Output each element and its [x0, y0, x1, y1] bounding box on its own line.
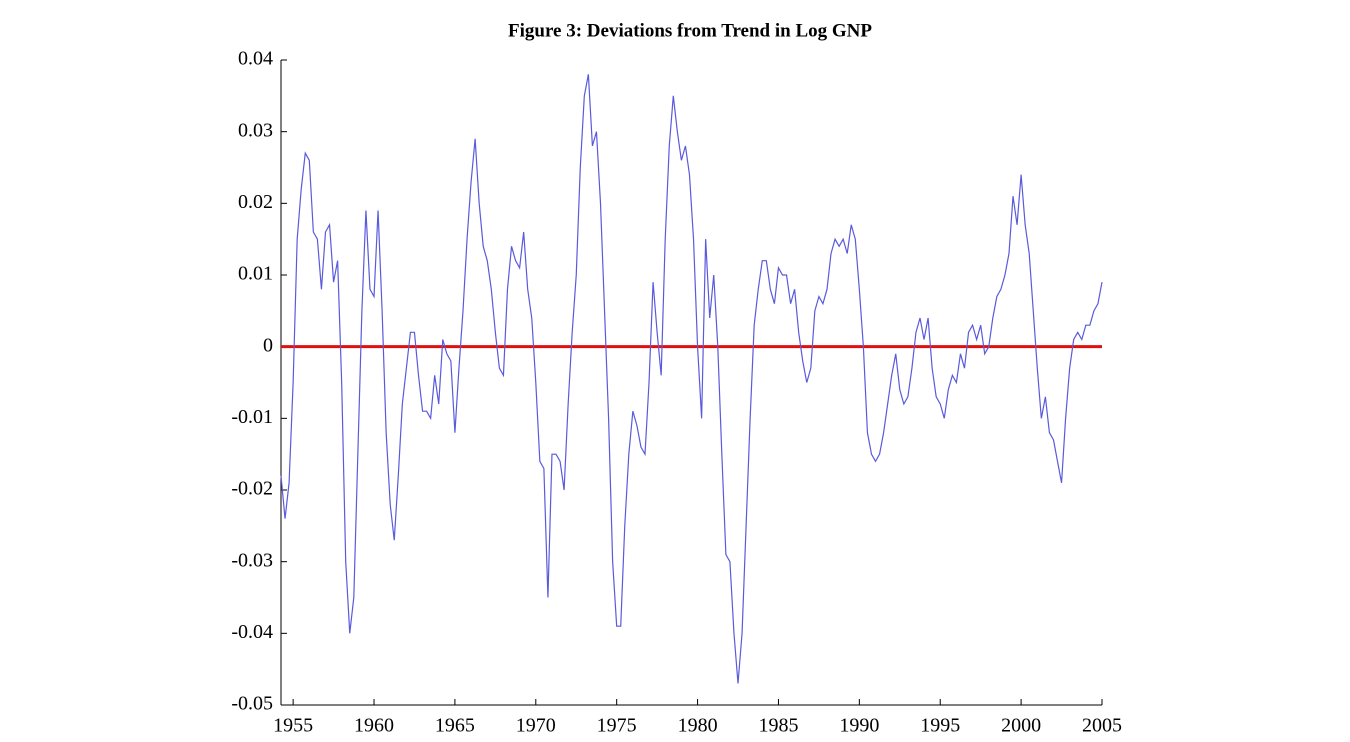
y-tick-label: -0.03 [231, 549, 273, 571]
y-tick-label: 0.02 [238, 191, 273, 213]
y-tick-label: 0.03 [238, 119, 273, 141]
x-tick-label: 1980 [678, 715, 718, 737]
x-tick-label: 1965 [435, 715, 475, 737]
x-tick-label: 1990 [839, 715, 879, 737]
y-tick-label: -0.04 [231, 621, 273, 643]
data-line [280, 74, 1103, 684]
x-tick-label: 1975 [597, 715, 637, 737]
y-tick-label: 0.04 [238, 48, 273, 70]
y-tick-label: 0 [263, 334, 273, 356]
x-tick-label: 1970 [516, 715, 556, 737]
x-tick-label: 2005 [1082, 715, 1122, 737]
y-tick-label: -0.05 [231, 693, 273, 715]
x-tick-label: 1960 [354, 715, 394, 737]
x-tick-label: 1995 [920, 715, 960, 737]
y-tick-label: -0.01 [231, 406, 273, 428]
y-tick-label: -0.02 [231, 478, 273, 500]
y-tick-label: 0.01 [238, 263, 273, 285]
x-tick-label: 2000 [1001, 715, 1041, 737]
x-tick-label: 1985 [758, 715, 798, 737]
chart-title: Figure 3: Deviations from Trend in Log G… [508, 20, 872, 41]
x-tick-label: 1955 [273, 715, 313, 737]
